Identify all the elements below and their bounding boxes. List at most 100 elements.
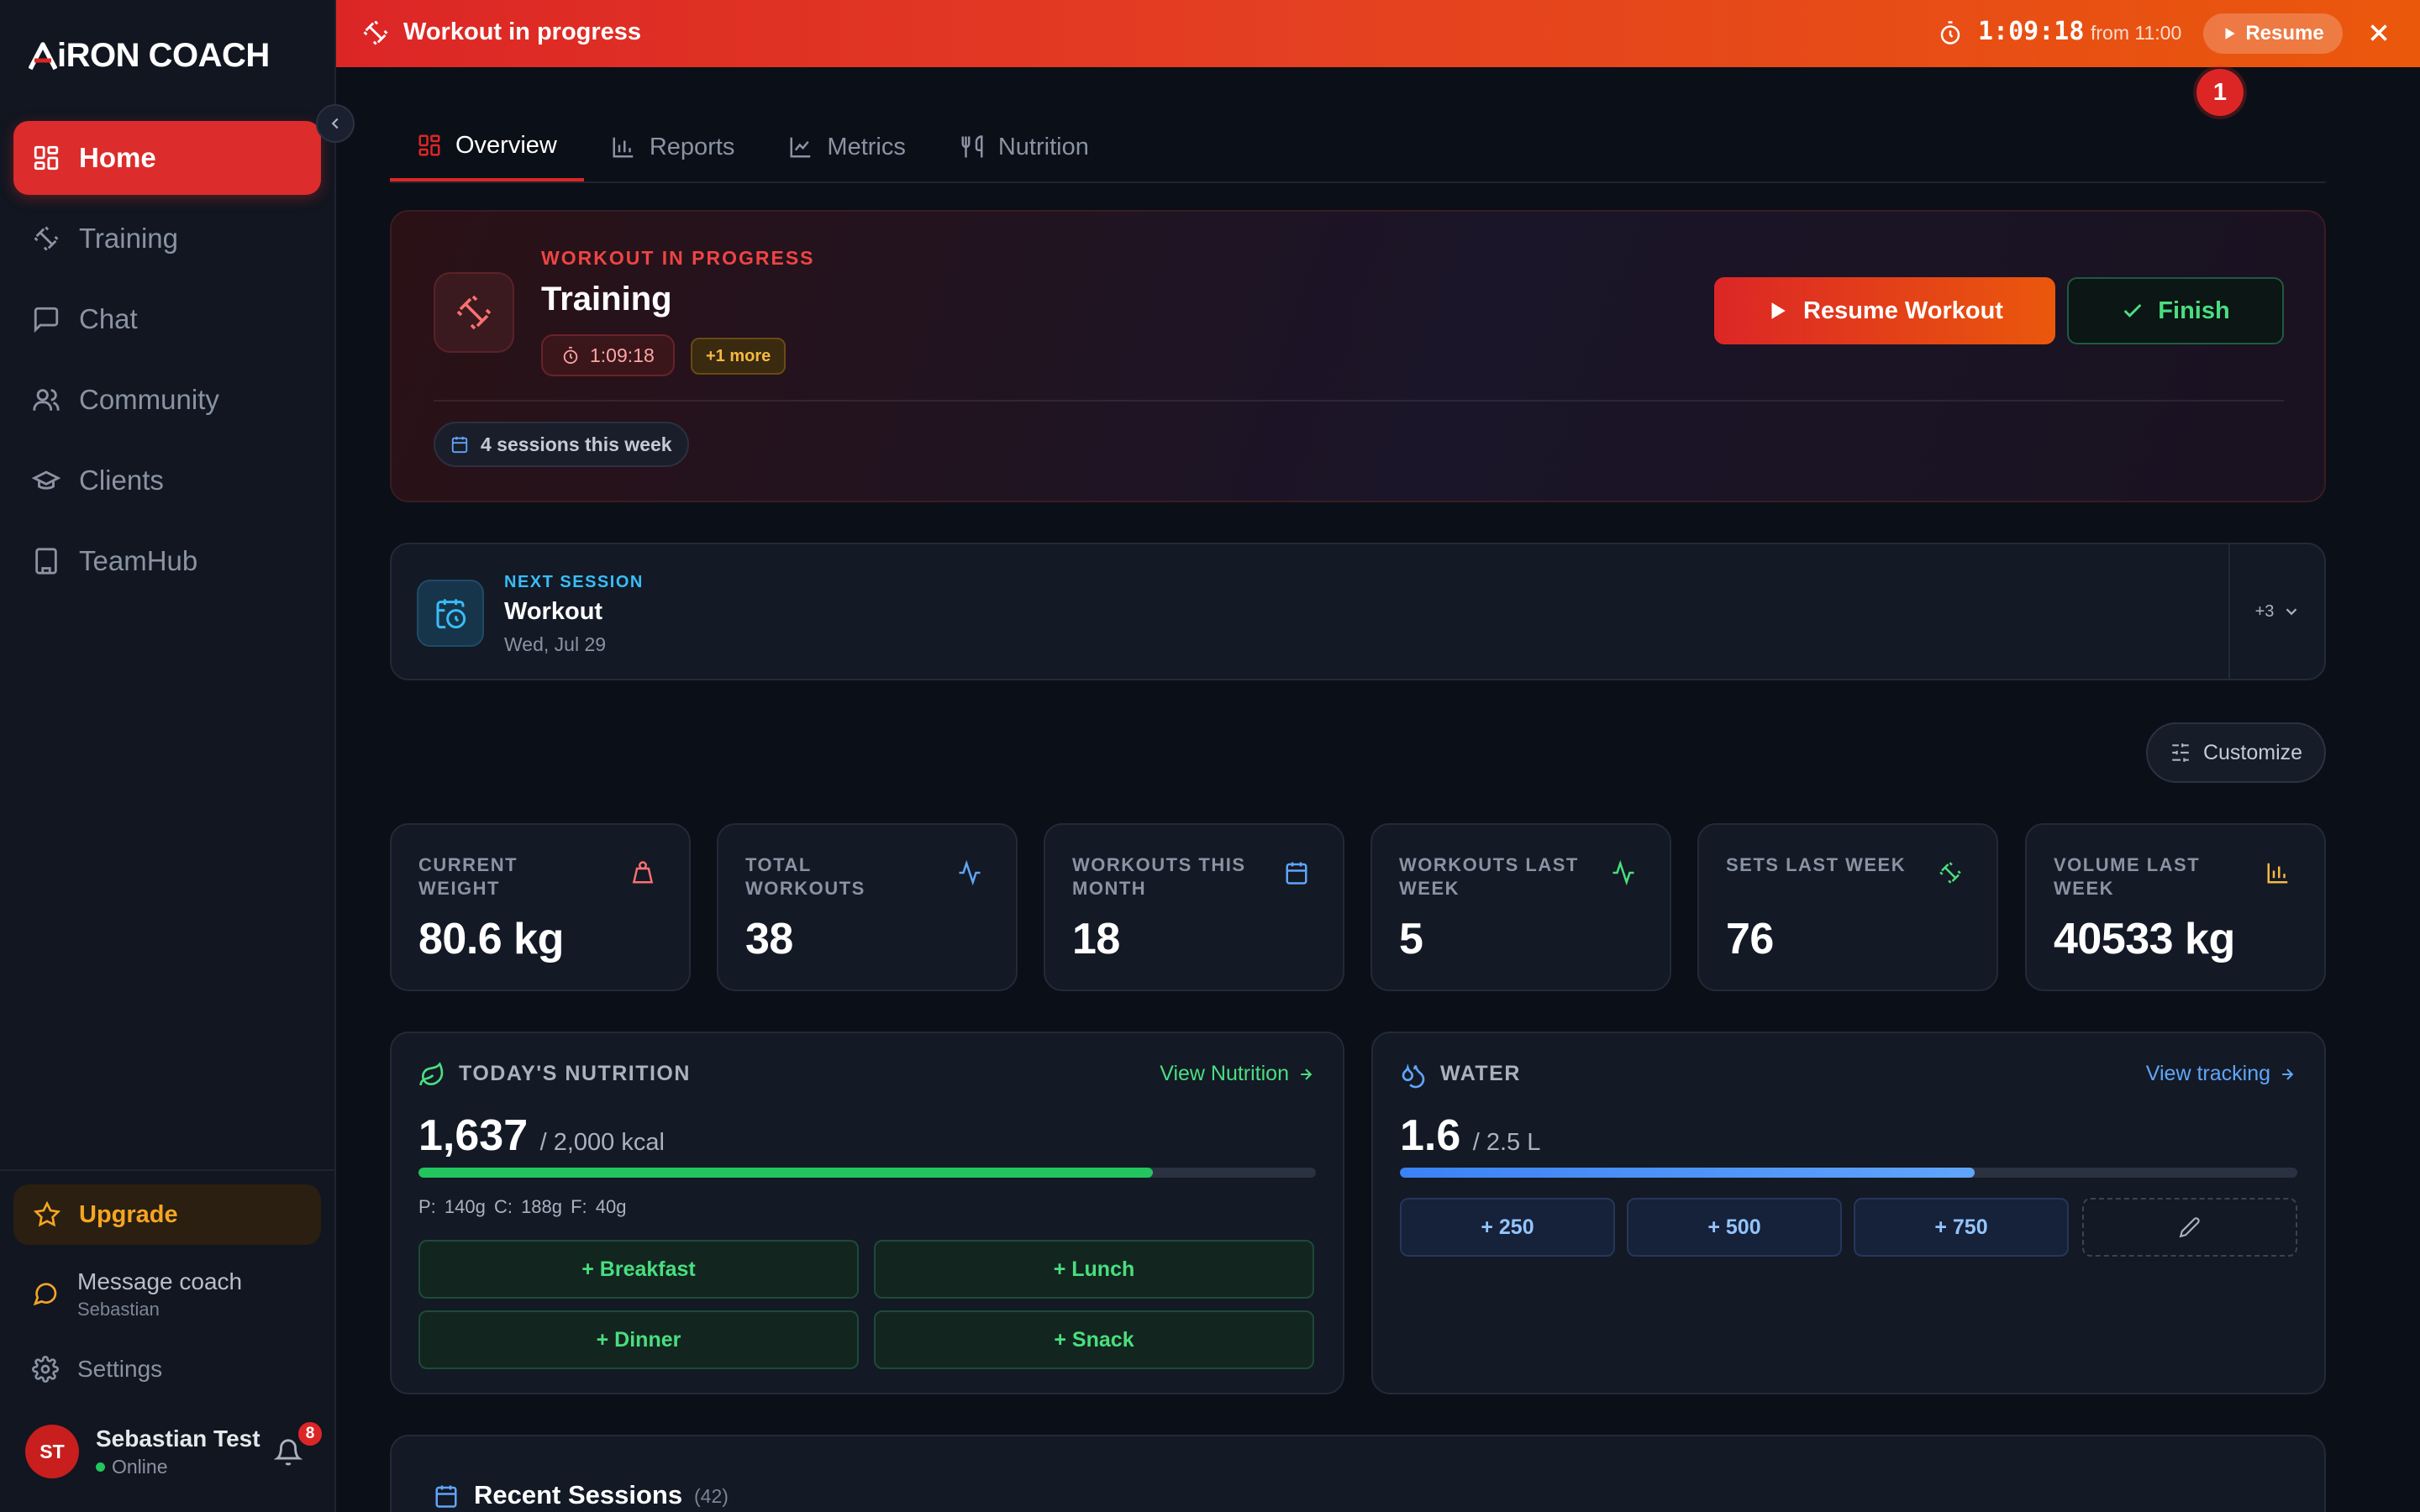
stat-card-workouts-this-month[interactable]: WORKOUTS THIS MONTH 18 — [1044, 823, 1344, 991]
workout-in-progress-card: WORKOUT IN PROGRESS Training 1:09:18 +1 … — [390, 210, 2326, 502]
calories-readout: 1,637 / 2,000 kcal — [418, 1110, 665, 1161]
sidebar-item-clients[interactable]: Clients — [13, 444, 321, 517]
grid-icon — [418, 134, 440, 156]
user-name: Sebastian Test — [96, 1425, 260, 1452]
sessions-this-week: 4 sessions this week — [481, 433, 672, 455]
custom-amount-button[interactable] — [2082, 1198, 2297, 1257]
calories-goal: / 2,000 kcal — [539, 1129, 665, 1156]
tab-nutrition[interactable]: Nutrition — [933, 113, 1116, 181]
customize-button[interactable]: Customize — [2146, 722, 2326, 783]
dumbbell-icon — [363, 20, 388, 45]
user-status-label: Online — [112, 1455, 168, 1478]
stat-value: 5 — [1399, 915, 1423, 963]
view-tracking-label: View tracking — [2145, 1062, 2270, 1085]
resume-workout-button[interactable]: Resume Workout — [1714, 277, 2055, 344]
tab-overview[interactable]: Overview — [390, 113, 584, 181]
recent-sessions-count: (42) — [694, 1485, 729, 1507]
workout-timer: 1:09:18 — [590, 344, 655, 366]
stat-label: WORKOUTS THIS MONTH — [1072, 854, 1246, 899]
tab-label: Metrics — [827, 133, 906, 160]
nutrition-title: TODAY'S NUTRITION — [459, 1062, 691, 1085]
message-coach-button[interactable]: Message coach Sebastian — [32, 1268, 242, 1320]
banner-timer: 1:09:18 — [1978, 17, 2085, 46]
sidebar-item-label: Chat — [79, 303, 138, 334]
sidebar-item-chat[interactable]: Chat — [13, 282, 321, 356]
settings-button[interactable]: Settings — [32, 1356, 162, 1383]
calendar-clock-icon — [436, 599, 466, 629]
add-750-button[interactable]: + 750 — [1854, 1198, 2069, 1257]
next-session-card[interactable]: NEXT SESSION Workout Wed, Jul 29 +3 — [390, 543, 2326, 680]
bar-chart-icon — [613, 137, 634, 158]
stat-value: 38 — [745, 915, 793, 963]
coach-name: Sebastian — [77, 1299, 160, 1320]
pencil-icon — [2179, 1217, 2200, 1238]
more-sessions-count: +3 — [2254, 601, 2275, 621]
sidebar-item-home[interactable]: Home — [13, 121, 321, 195]
add-lunch-button[interactable]: + Lunch — [874, 1240, 1314, 1299]
sidebar-item-community[interactable]: Community — [13, 363, 321, 437]
building-icon — [35, 548, 57, 575]
workout-title: Training — [541, 281, 672, 318]
recent-sessions-card: Recent Sessions (42) — [390, 1435, 2326, 1512]
banner-resume-button[interactable]: Resume — [2203, 13, 2343, 54]
tab-reports[interactable]: Reports — [584, 113, 762, 181]
next-session-title: Workout — [504, 598, 603, 625]
utensils-icon — [961, 135, 983, 158]
bell-icon[interactable] — [274, 1438, 302, 1467]
weight-icon — [632, 861, 654, 884]
finish-button[interactable]: Finish — [2067, 277, 2284, 344]
bar-chart-icon — [2267, 863, 2288, 884]
stat-card-total-workouts[interactable]: TOTAL WORKOUTS 38 — [717, 823, 1018, 991]
gear-icon — [32, 1356, 59, 1383]
more-sessions-toggle[interactable]: +3 — [2228, 544, 2326, 679]
banner-resume-label: Resume — [2245, 22, 2324, 45]
more-badge[interactable]: +1 more — [691, 338, 786, 375]
message-coach-label: Message coach — [77, 1268, 243, 1294]
view-nutrition-link[interactable]: View Nutrition — [1160, 1062, 1314, 1086]
sidebar-item-training[interactable]: Training — [13, 202, 321, 276]
water-title: WATER — [1440, 1062, 1521, 1085]
water-panel: WATER View tracking 1.6 / 2.5 L + 250 + … — [1371, 1032, 2326, 1394]
upgrade-label: Upgrade — [79, 1200, 178, 1228]
tab-metrics[interactable]: Metrics — [761, 113, 932, 181]
stat-value: 80.6 kg — [418, 915, 564, 963]
add-500-button[interactable]: + 500 — [1627, 1198, 1842, 1257]
upgrade-button[interactable]: Upgrade — [13, 1184, 321, 1245]
sidebar: iRON COACH Home Training Chat Community … — [0, 0, 336, 1512]
stat-label: VOLUME LAST WEEK — [2054, 854, 2201, 899]
arrow-right-icon — [2282, 1068, 2294, 1080]
collapse-sidebar-button[interactable] — [316, 104, 355, 143]
stat-value: 76 — [1726, 915, 1774, 963]
water-progress-bar — [1400, 1168, 2297, 1178]
stat-card-current-weight[interactable]: CURRENT WEIGHT 80.6 kg — [390, 823, 691, 991]
chevron-down-icon — [2286, 608, 2297, 616]
close-icon[interactable] — [2365, 18, 2393, 47]
stat-card-volume-last-week[interactable]: VOLUME LAST WEEK 40533 kg — [2025, 823, 2326, 991]
water-goal: / 2.5 L — [1472, 1129, 1541, 1156]
recent-sessions-title: Recent Sessions — [474, 1480, 683, 1509]
play-icon — [2225, 28, 2236, 39]
add-250-button[interactable]: + 250 — [1400, 1198, 1615, 1257]
add-dinner-button[interactable]: + Dinner — [418, 1310, 859, 1369]
divider — [434, 400, 2284, 402]
add-snack-button[interactable]: + Snack — [874, 1310, 1314, 1369]
sliders-icon — [2172, 743, 2189, 762]
add-breakfast-button[interactable]: + Breakfast — [418, 1240, 859, 1299]
sidebar-item-label: Clients — [79, 465, 164, 496]
stat-label: TOTAL WORKOUTS — [745, 854, 865, 899]
stat-card-workouts-last-week[interactable]: WORKOUTS LAST WEEK 5 — [1370, 823, 1671, 991]
logo-text: iRON COACH — [57, 37, 270, 74]
stat-card-sets-last-week[interactable]: SETS LAST WEEK 76 — [1697, 823, 1998, 991]
star-icon — [34, 1201, 60, 1227]
app-logo[interactable]: iRON COACH — [29, 37, 270, 75]
stat-label: SETS LAST WEEK — [1726, 854, 1907, 875]
chevron-left-icon — [331, 118, 339, 129]
water-current: 1.6 — [1400, 1111, 1461, 1160]
tab-label: Overview — [455, 131, 557, 159]
view-tracking-link[interactable]: View tracking — [2146, 1062, 2296, 1086]
sidebar-item-teamhub[interactable]: TeamHub — [13, 524, 321, 598]
resume-workout-label: Resume Workout — [1803, 297, 2003, 324]
stat-value: 40533 kg — [2054, 915, 2235, 963]
user-profile[interactable]: ST Sebastian Test Online — [25, 1425, 260, 1478]
finish-label: Finish — [2158, 297, 2230, 324]
